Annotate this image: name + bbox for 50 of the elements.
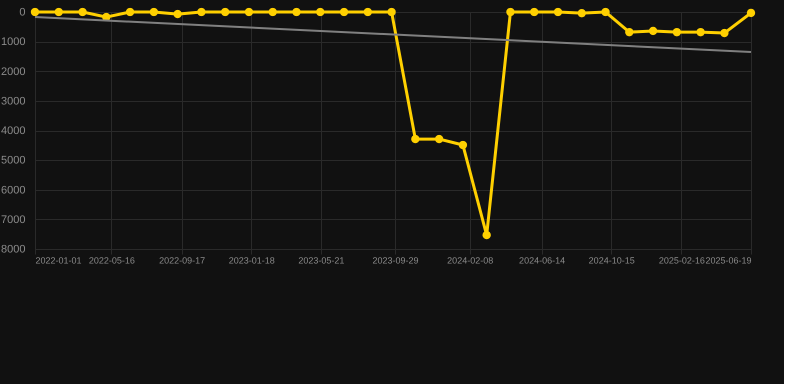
y-tick-label: 7000 (1, 214, 26, 226)
point (316, 8, 324, 16)
y-tick-label: 5000 (1, 154, 26, 167)
y-tick-label: 8000 (1, 244, 26, 256)
point (244, 8, 254, 16)
point (625, 28, 634, 36)
point (197, 8, 206, 16)
y-tick-label: 3000 (1, 95, 26, 108)
point (482, 230, 491, 240)
point (30, 8, 40, 16)
point (220, 8, 230, 16)
x-tick-label: 2022-05-16 (88, 256, 135, 266)
x-tick-label: 2023-09-29 (372, 256, 419, 266)
point (340, 8, 348, 16)
point (292, 8, 301, 16)
x-tick-label: 2025-06-19 (705, 256, 752, 266)
x-tick-label: 2024-02-08 (447, 256, 494, 266)
point (173, 10, 182, 18)
point (434, 134, 444, 144)
x-tick-label: 2022-01-01 (36, 256, 82, 266)
point (506, 8, 515, 16)
x-tick-label: 2023-01-18 (228, 256, 275, 266)
x-tick-label: 2024-06-14 (519, 256, 566, 266)
y-tick-label: 4000 (1, 125, 26, 137)
point (672, 28, 682, 36)
y-tick-label: 1000 (1, 36, 26, 48)
point (364, 8, 372, 16)
point (126, 8, 134, 16)
point (554, 8, 562, 16)
point (696, 28, 705, 36)
y-tick-label: 2000 (1, 66, 26, 78)
point (78, 8, 87, 16)
point (387, 8, 396, 16)
x-tick-label: 2023-05-21 (298, 256, 344, 266)
x-tick-label: 2024-10-15 (588, 256, 635, 266)
point (268, 8, 277, 16)
y-tick-label: 0 (19, 6, 26, 18)
point (54, 8, 63, 16)
point (411, 134, 420, 144)
x-tick-label: 2022-09-17 (159, 256, 206, 266)
point (530, 8, 538, 16)
point (720, 28, 729, 38)
point (578, 9, 586, 18)
point (150, 8, 158, 16)
y-tick-label: 6000 (1, 184, 26, 196)
point (648, 26, 658, 36)
x-tick-label: 2025-02-16 (658, 256, 705, 266)
point (601, 8, 610, 16)
point (746, 8, 756, 18)
point (458, 140, 468, 150)
